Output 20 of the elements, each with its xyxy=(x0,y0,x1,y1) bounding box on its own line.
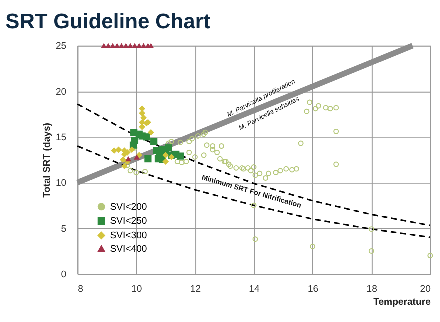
legend-label: SVI<200 xyxy=(110,202,148,213)
y-tick-label: 25 xyxy=(56,41,67,52)
y-tick-label: 20 xyxy=(56,86,67,98)
x-axis-title: Temperature xyxy=(374,297,431,308)
y-axis-title: Total SRT (days) xyxy=(42,123,54,198)
legend-label: SVI<250 xyxy=(110,216,148,228)
x-tick-label: 10 xyxy=(132,284,142,295)
chart-title: SRT Guideline Chart xyxy=(6,10,211,34)
x-tick-label: 20 xyxy=(420,284,431,295)
legend-label: SVI<300 xyxy=(110,230,148,242)
y-tick-label: 15 xyxy=(56,132,67,144)
y-tick-label: 0 xyxy=(61,269,67,280)
x-tick-label: 18 xyxy=(366,284,378,295)
y-tick-label: 10 xyxy=(56,178,67,190)
x-tick-label: 8 xyxy=(78,284,84,295)
x-tick-label: 12 xyxy=(190,284,202,295)
y-tick-label: 5 xyxy=(61,224,67,235)
x-tick-label: 14 xyxy=(249,284,261,295)
x-tick-label: 16 xyxy=(308,284,319,295)
legend-label: SVI<400 xyxy=(110,244,148,255)
